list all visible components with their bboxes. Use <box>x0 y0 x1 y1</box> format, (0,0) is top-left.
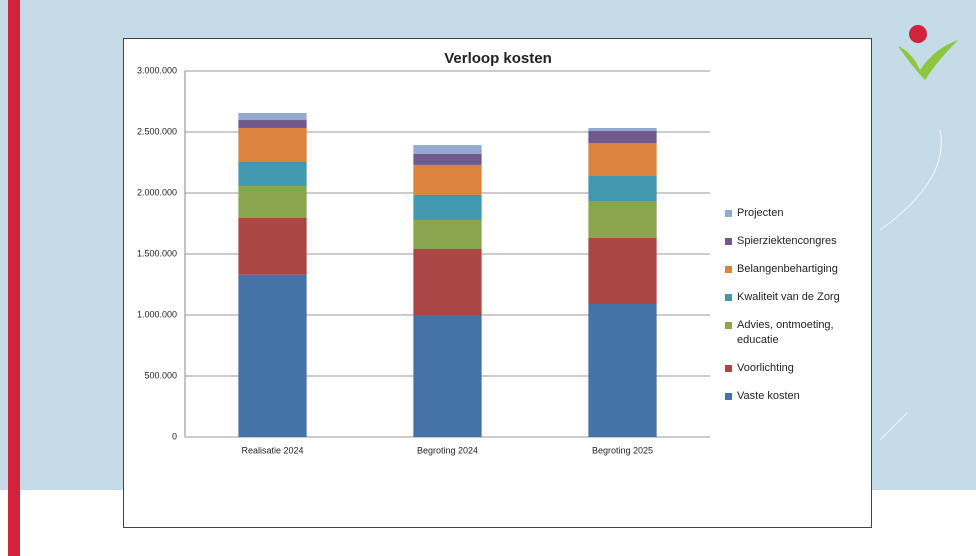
legend-label: Advies, ontmoeting, educatie <box>737 319 834 346</box>
legend-label: Vaste kosten <box>737 390 800 402</box>
legend-label: Projecten <box>737 207 784 219</box>
legend-swatch <box>725 322 732 329</box>
chart-title: Verloop kosten <box>444 50 552 67</box>
bar-segment <box>588 176 657 202</box>
bar-segment <box>238 120 307 128</box>
legend-item: Voorlichting <box>725 361 855 376</box>
x-tick-label: Begroting 2025 <box>592 445 653 455</box>
legend-swatch <box>725 365 732 372</box>
y-tick-label: 1.500.000 <box>137 248 177 258</box>
bar-segment <box>588 131 657 143</box>
legend-swatch <box>725 210 732 217</box>
bar-segment <box>238 218 307 275</box>
red-strip <box>8 0 20 556</box>
bar-segment <box>588 201 657 239</box>
legend: Projecten Spierziektencongres Belangenbeha… <box>725 206 855 404</box>
legend-swatch <box>725 266 732 273</box>
logo-dot <box>909 25 927 43</box>
bar-segment <box>413 219 482 249</box>
bar-segment <box>413 194 482 220</box>
legend-item: Advies, ontmoeting, educatie <box>725 318 855 348</box>
bar-segment <box>238 112 307 121</box>
legend-swatch <box>725 238 732 245</box>
bar-segment <box>413 153 482 165</box>
legend-item: Belangenbehartiging <box>725 262 855 277</box>
legend-label: Spierziektencongres <box>737 235 837 247</box>
x-tick-label: Begroting 2024 <box>417 445 478 455</box>
legend-label: Belangenbehartiging <box>737 263 838 275</box>
legend-item: Spierziektencongres <box>725 234 855 249</box>
bar-segment <box>413 145 482 154</box>
y-tick-label: 500.000 <box>144 370 177 380</box>
bar-segment <box>588 238 657 305</box>
bar-segment <box>588 127 657 132</box>
legend-item: Projecten <box>725 206 855 221</box>
bar-segment <box>238 274 307 437</box>
y-tick-label: 0 <box>172 431 177 441</box>
legend-swatch <box>725 393 732 400</box>
y-tick-label: 2.000.000 <box>137 187 177 197</box>
bar-segment <box>238 127 307 163</box>
y-tick-label: 1.000.000 <box>137 309 177 319</box>
bar-segment <box>413 315 482 437</box>
legend-label: Kwaliteit van de Zorg <box>737 291 840 303</box>
legend-item: Kwaliteit van de Zorg <box>725 290 855 305</box>
bar-segment <box>588 304 657 437</box>
logo <box>898 40 958 80</box>
x-tick-label: Realisatie 2024 <box>241 445 303 455</box>
bar-segment <box>413 248 482 315</box>
y-tick-label: 2.500.000 <box>137 126 177 136</box>
bar-segment <box>238 162 307 187</box>
bar-segment <box>238 186 307 219</box>
legend-swatch <box>725 294 732 301</box>
legend-label: Voorlichting <box>737 362 794 374</box>
legend-item: Vaste kosten <box>725 389 855 404</box>
bar-segment <box>413 164 482 195</box>
bar-segment <box>588 142 657 177</box>
y-tick-label: 3.000.000 <box>137 65 177 75</box>
